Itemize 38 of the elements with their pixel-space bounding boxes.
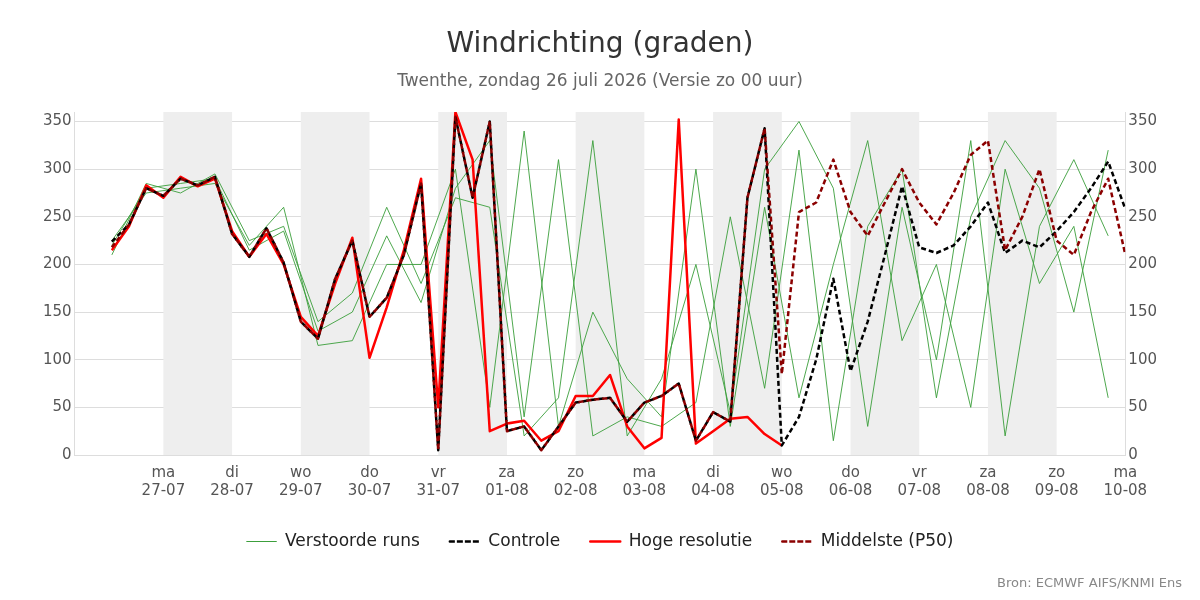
chart-subtitle: Twenthe, zondag 26 juli 2026 (Versie zo 00 uur)	[396, 70, 803, 91]
y2-tick-label: 200	[1128, 254, 1158, 273]
legend-label: Verstoorde runs	[285, 529, 420, 550]
chart-title: Windrichting (graden)	[446, 26, 754, 60]
x-tick-label: zo 09-08	[1034, 462, 1079, 499]
x-tick-label: zo 02-08	[553, 462, 598, 499]
y2-tick-label: 350	[1128, 111, 1158, 130]
legend-label: Hoge resolutie	[628, 529, 753, 550]
x-tick-label: wo 29-07	[279, 462, 323, 499]
x-tick-label: vr 31-07	[416, 462, 461, 499]
legend-label: Middelste (P50)	[820, 529, 954, 550]
y-tick-label: 200	[42, 254, 72, 273]
x-tick-label: wo 05-08	[760, 462, 804, 499]
x-tick-label: di 28-07	[210, 462, 254, 499]
y-tick-label: 250	[42, 206, 72, 225]
text: Bron: ECMWF AIFS/KNMI Ens	[997, 575, 1182, 590]
x-tick-label: ma 03-08	[622, 462, 667, 499]
y2-tick-label: 50	[1128, 397, 1148, 416]
x-tick-label: do 06-08	[828, 462, 873, 499]
y-tick-label: 0	[62, 444, 72, 463]
y-tick-label: 100	[42, 349, 72, 368]
y2-tick-label: 100	[1128, 349, 1158, 368]
y-tick-label: 50	[52, 397, 72, 416]
x-tick-label: vr 07-08	[897, 462, 942, 499]
y-tick-label: 300	[42, 159, 72, 178]
y2-tick-label: 150	[1128, 301, 1158, 320]
x-tick-label: do 30-07	[347, 462, 392, 499]
y2-tick-label: 0	[1128, 444, 1138, 463]
x-tick-label: ma 27-07	[141, 462, 186, 499]
y2-tick-label: 300	[1128, 159, 1158, 178]
x-tick-label: za 08-08	[966, 462, 1010, 499]
x-tick-label: ma 10-08	[1103, 462, 1148, 499]
x-tick-label: di 04-08	[691, 462, 735, 499]
y-tick-label: 150	[42, 301, 72, 320]
legend-label: Controle	[488, 529, 561, 550]
y2-tick-label: 250	[1128, 206, 1158, 225]
y-tick-label: 350	[42, 111, 72, 130]
x-tick-label: za 01-08	[485, 462, 529, 499]
